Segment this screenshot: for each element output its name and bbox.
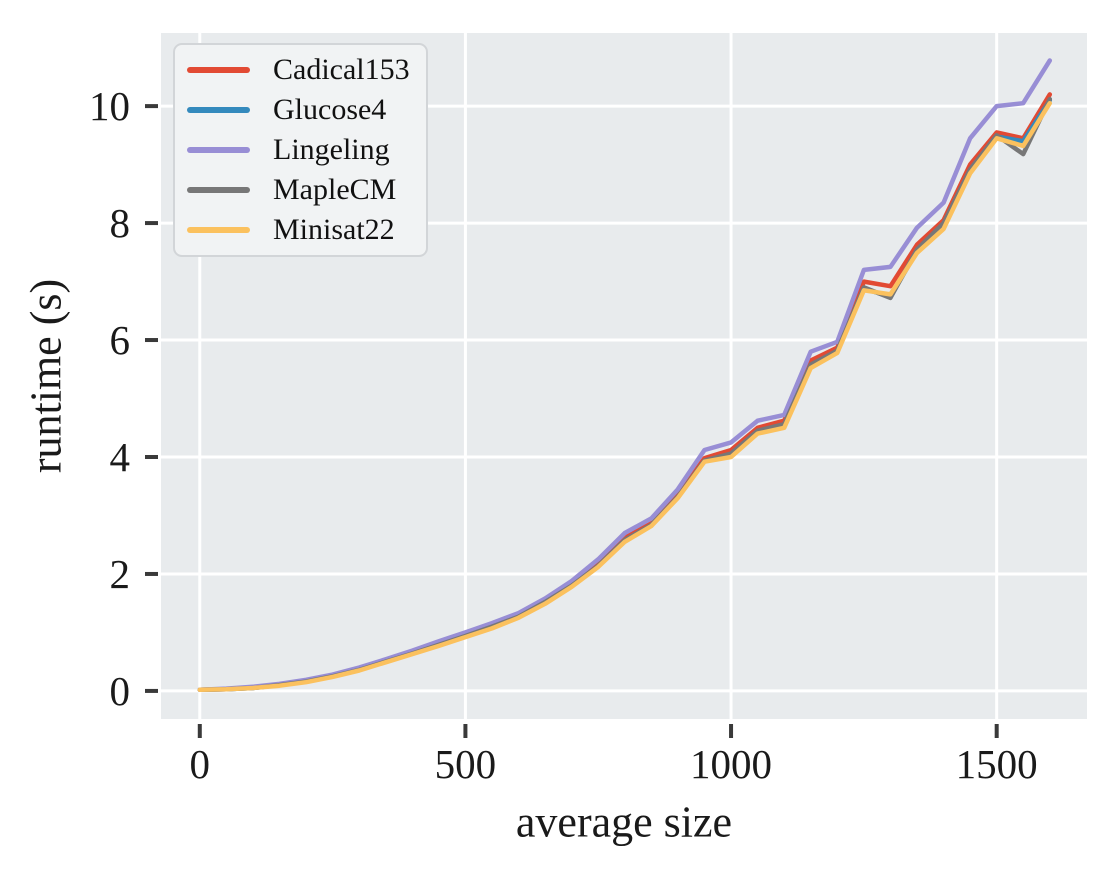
legend-swatch-minisat22 xyxy=(187,227,250,233)
y-tick-label-10: 10 xyxy=(89,83,130,130)
legend-item-maplecm: MapleCM xyxy=(187,170,410,210)
legend-swatch-glucose4 xyxy=(187,107,250,113)
legend-swatch-cadical153 xyxy=(187,67,250,73)
x-tick-label-500: 500 xyxy=(434,741,497,787)
legend-item-glucose4: Glucose4 xyxy=(187,90,410,130)
x-tick-label-0: 0 xyxy=(189,741,211,787)
x-tick-label-1000: 1000 xyxy=(690,741,773,787)
x-tick-label-1500: 1500 xyxy=(955,741,1038,787)
x-axis-label: average size xyxy=(515,797,733,847)
y-tick-label-6: 6 xyxy=(109,317,131,364)
legend-item-lingeling: Lingeling xyxy=(187,130,410,170)
legend: Cadical153 Glucose4 Lingeling MapleCM Minisa… xyxy=(173,43,428,257)
legend-label-minisat22: Minisat22 xyxy=(273,213,395,246)
legend-swatch-maplecm xyxy=(187,187,250,193)
legend-label-maplecm: MapleCM xyxy=(273,173,397,206)
y-tick-label-2: 2 xyxy=(109,550,131,597)
legend-label-lingeling: Lingeling xyxy=(273,133,390,166)
y-tick-label-8: 8 xyxy=(109,200,131,247)
legend-label-cadical153: Cadical153 xyxy=(273,53,410,86)
series-line-minisat22 xyxy=(197,100,1053,693)
y-tick-label-4: 4 xyxy=(109,433,131,480)
y-axis-label: runtime (s) xyxy=(21,278,71,474)
legend-item-minisat22: Minisat22 xyxy=(187,210,410,250)
legend-label-glucose4: Glucose4 xyxy=(273,93,387,126)
y-tick-label-0: 0 xyxy=(109,667,131,714)
legend-swatch-lingeling xyxy=(187,147,250,153)
legend-item-cadical153: Cadical153 xyxy=(187,50,410,90)
